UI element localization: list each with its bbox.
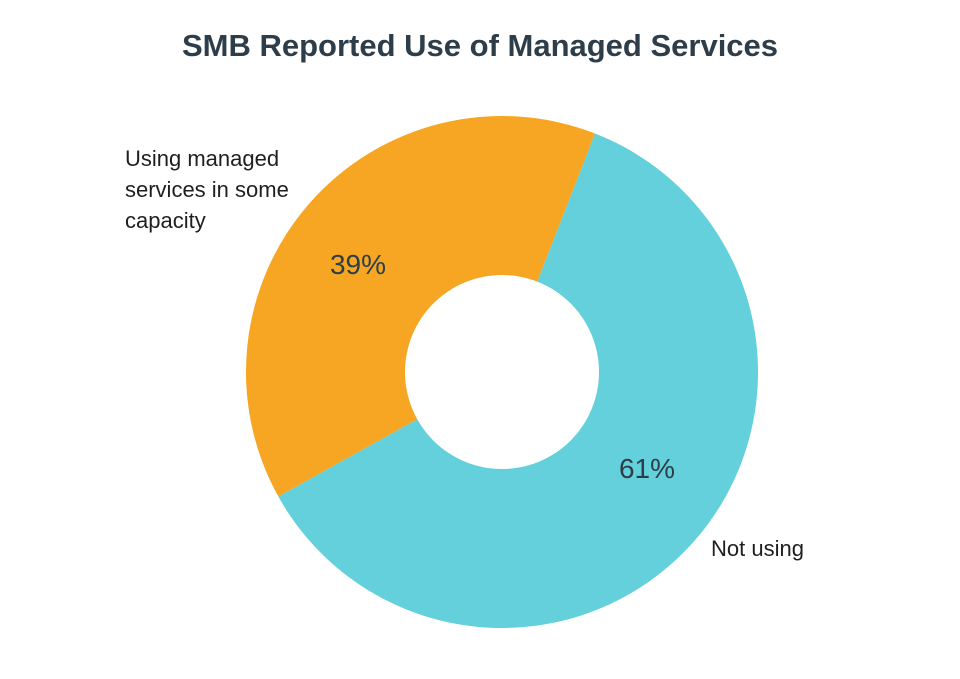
slice-category-label: Not using (711, 536, 804, 561)
chart-title: SMB Reported Use of Managed Services (182, 28, 778, 63)
labels-layer: 61% Not using 39% Using managed services in … (125, 146, 804, 561)
slice-category-label: services in some (125, 177, 289, 202)
slice-category-label: capacity (125, 208, 206, 233)
donut-slice-1 (246, 115, 595, 497)
slice-value-label: 39% (330, 249, 386, 280)
donut-hole (405, 275, 599, 469)
slice-category-label: Using managed (125, 146, 279, 171)
slice-value-label: 61% (619, 453, 675, 484)
